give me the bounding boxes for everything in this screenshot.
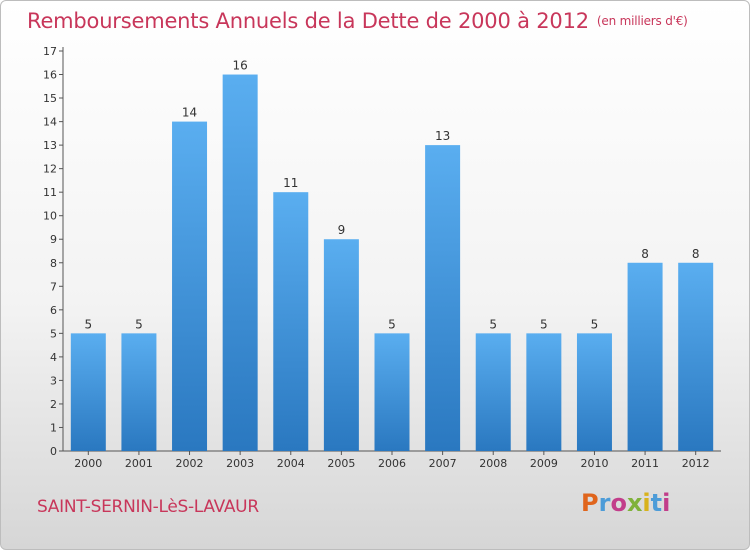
bar-2010 [576,333,612,451]
data-label-2006: 5 [388,317,396,331]
data-label-2008: 5 [489,317,497,331]
bar-2001 [121,333,157,451]
bar-2005 [323,239,359,451]
x-tick-label-2001: 2001 [125,457,153,470]
x-tick-label-2002: 2002 [176,457,204,470]
bar-2003 [222,74,258,451]
logo-letter: i [642,489,651,517]
y-tick-label: 5 [50,327,57,340]
x-tick-label-2006: 2006 [378,457,406,470]
x-tick-label-2010: 2010 [580,457,608,470]
y-tick-label: 7 [50,280,57,293]
chart-unit: (en milliers d'€) [596,14,688,28]
data-label-2011: 8 [641,247,649,261]
x-tick-label-2009: 2009 [530,457,558,470]
y-tick-label: 16 [43,69,57,82]
data-label-2001: 5 [135,317,143,331]
x-tick-label-2004: 2004 [277,457,305,470]
y-tick-label: 4 [50,351,57,364]
logo-letter: x [626,489,643,517]
data-label-2000: 5 [84,317,92,331]
x-tick-label-2005: 2005 [327,457,355,470]
data-label-2007: 13 [435,129,450,143]
bar-2011 [627,262,663,451]
y-tick-label: 9 [50,233,57,246]
y-tick-label: 8 [50,257,57,270]
bar-2007 [425,145,461,451]
y-tick-label: 0 [50,445,57,458]
y-tick-label: 2 [50,398,57,411]
data-label-2005: 9 [338,223,346,237]
logo-letter: r [598,489,611,517]
bar-2000 [70,333,106,451]
chart-title-text: Remboursements Annuels de la Dette de 20… [27,9,589,33]
bar-2012 [678,262,714,451]
y-tick-label: 15 [43,92,57,105]
y-tick-label: 11 [43,186,57,199]
data-label-2010: 5 [591,317,599,331]
y-tick-label: 1 [50,421,57,434]
logo-letter: i [662,489,671,517]
x-tick-label-2007: 2007 [429,457,457,470]
bar-2004 [273,192,309,452]
data-label-2012: 8 [692,247,700,261]
bar-2008 [475,333,511,451]
y-tick-label: 3 [50,374,57,387]
x-tick-label-2012: 2012 [682,457,710,470]
data-label-2009: 5 [540,317,548,331]
y-tick-label: 6 [50,304,57,317]
x-tick-label-2011: 2011 [631,457,659,470]
bar-2006 [374,333,410,451]
logo-letter: P [581,489,599,517]
x-tick-label-2003: 2003 [226,457,254,470]
y-tick-label: 14 [43,116,57,129]
bar-2009 [526,333,562,451]
chart-data-labels: 5 5 14 16 11 9 5 13 5 5 5 8 8 [84,59,699,332]
y-tick-label: 17 [43,45,57,58]
data-label-2004: 11 [283,176,298,190]
y-tick-label: 10 [43,210,57,223]
data-label-2003: 16 [233,59,248,73]
logo-letter: o [610,489,627,517]
y-tick-label: 12 [43,163,57,176]
data-label-2002: 14 [182,106,197,120]
x-tick-label-2008: 2008 [479,457,507,470]
chart-bars [70,74,714,452]
y-tick-label: 13 [43,139,57,152]
town-name: SAINT-SERNIN-LèS-LAVAUR [37,497,259,517]
proxiti-logo: Proxiti [581,489,670,517]
chart-title: Remboursements Annuels de la Dette de 20… [27,9,688,33]
bar-2002 [172,121,208,452]
x-tick-label-2000: 2000 [74,457,102,470]
logo-letter: t [650,489,663,517]
